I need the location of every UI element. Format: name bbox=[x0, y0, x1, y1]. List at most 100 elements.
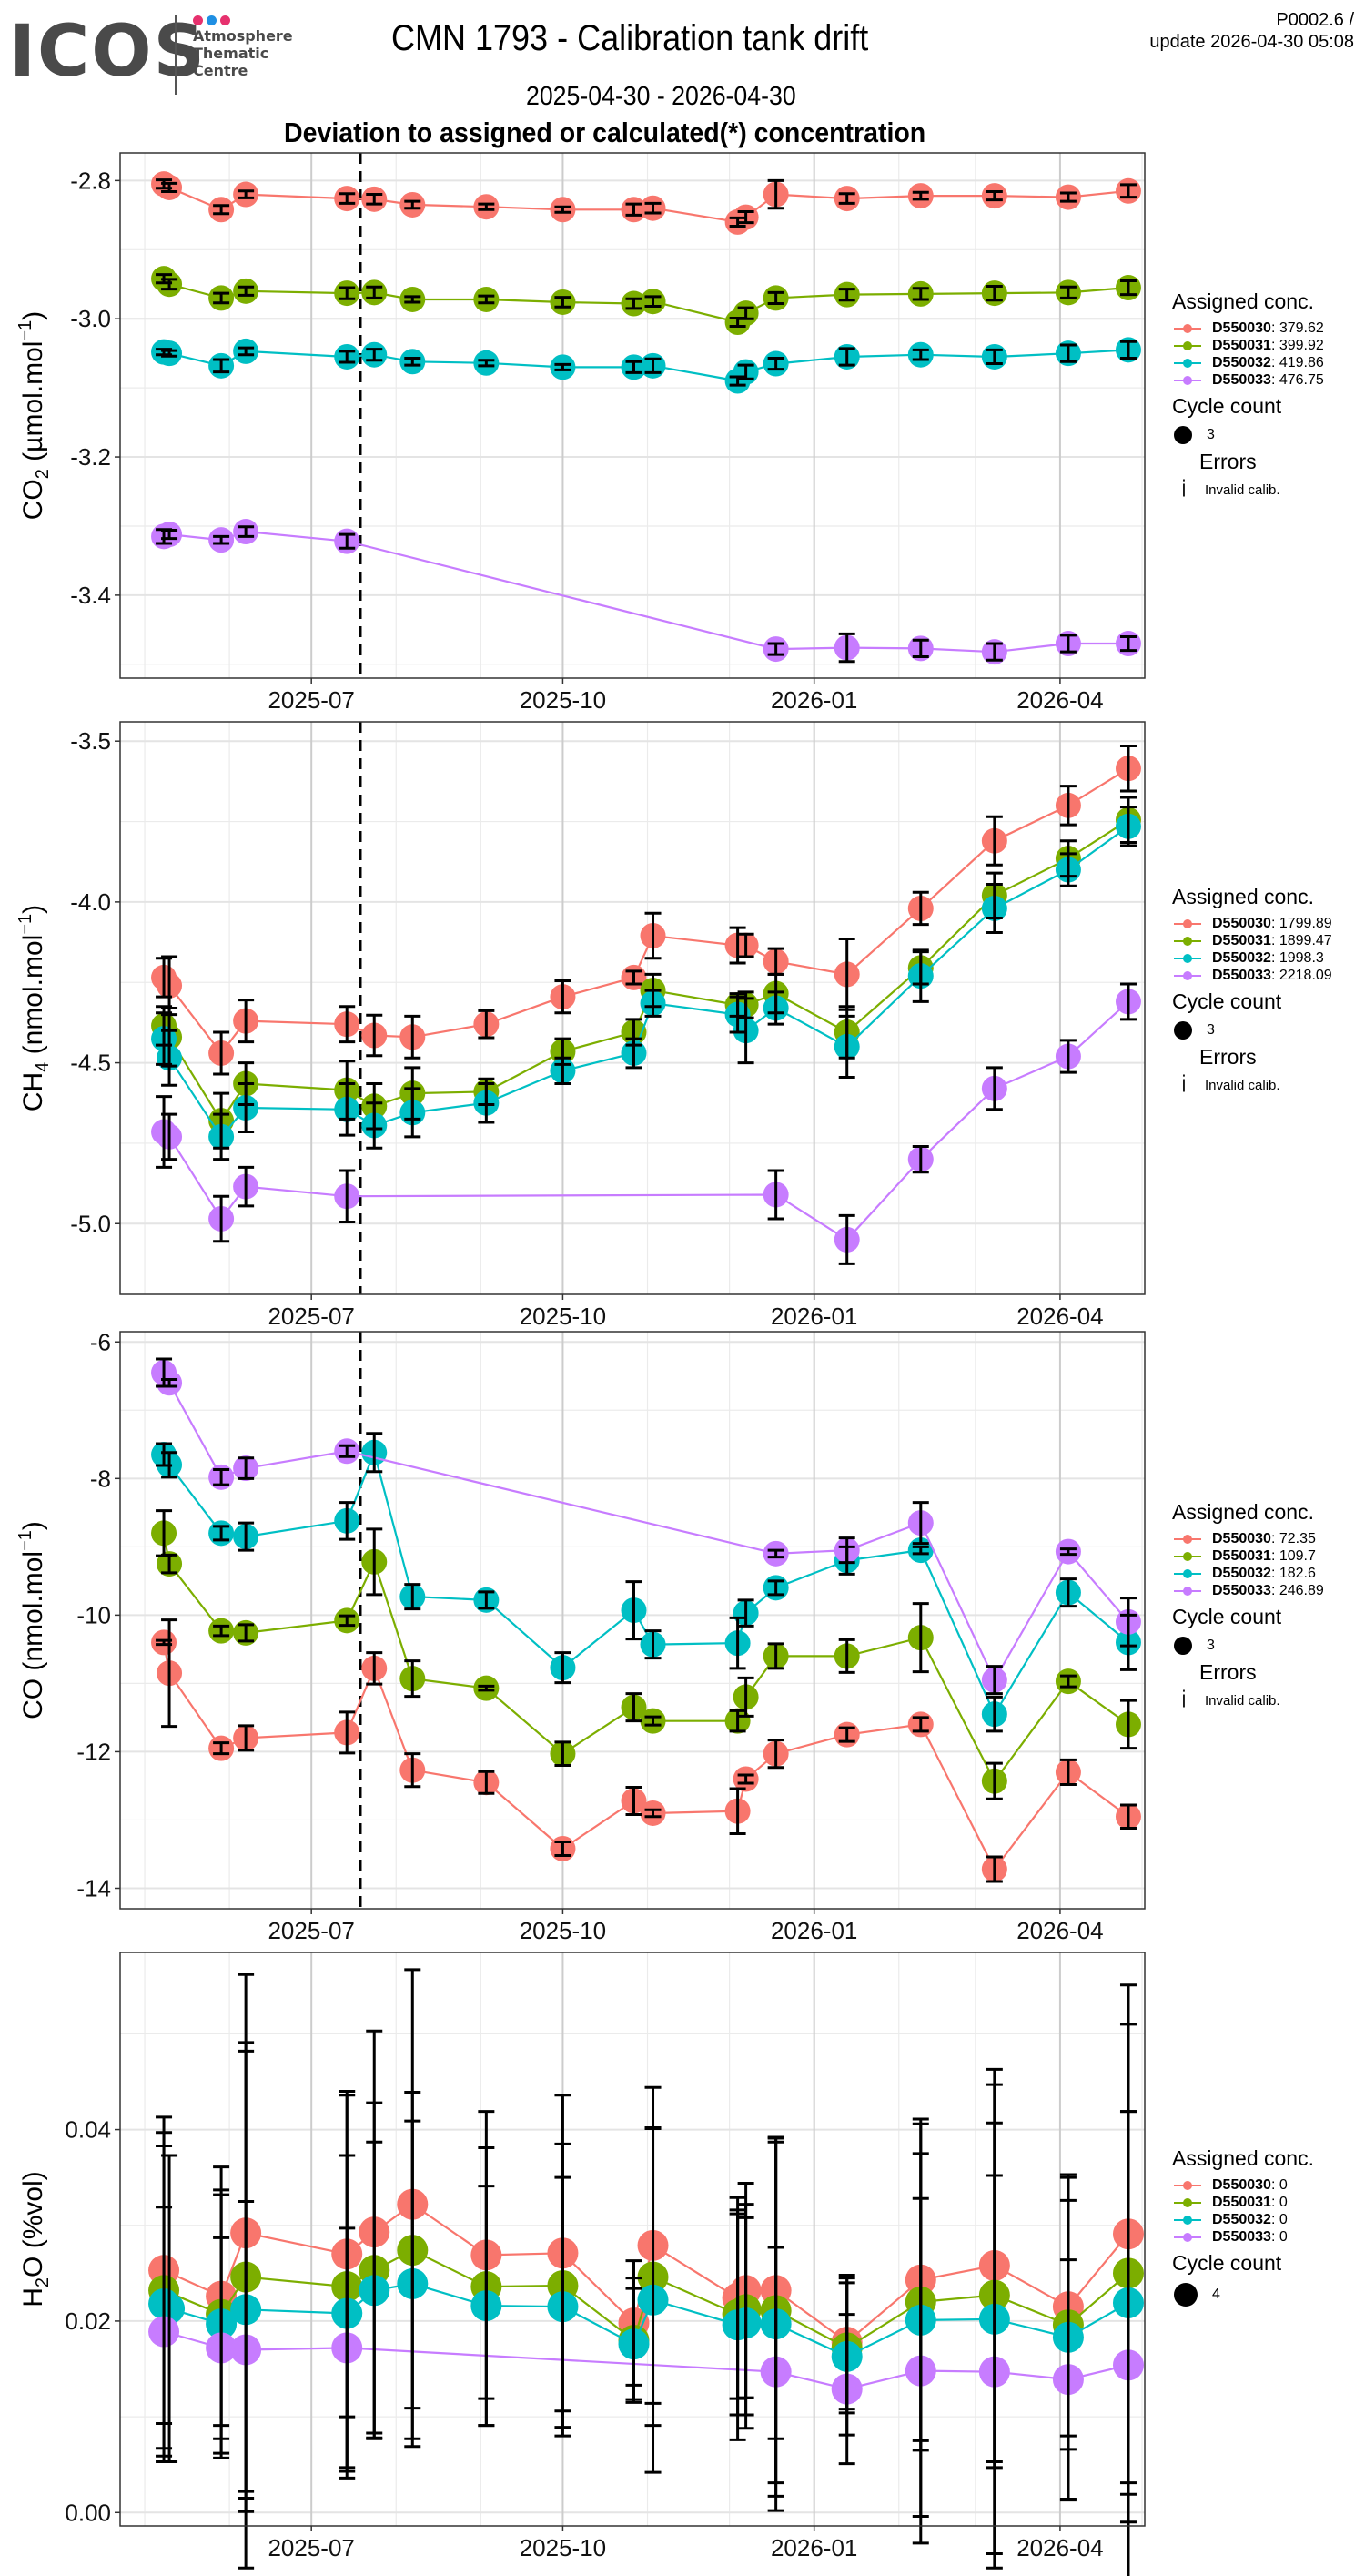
legend-tank-value: : 246.89 bbox=[1270, 1582, 1324, 1598]
legend-tank-value: : 1998.3 bbox=[1270, 949, 1324, 966]
x-tick-label: 2026-01 bbox=[771, 1303, 857, 1330]
error-bar bbox=[767, 1169, 784, 1221]
y-tick-label: -12 bbox=[76, 1738, 111, 1765]
error-bar bbox=[838, 1726, 855, 1743]
logo-divider bbox=[175, 15, 177, 95]
legend-swatch-icon bbox=[1174, 2232, 1201, 2242]
legend-item[interactable]: D550031: 0 bbox=[1172, 2194, 1314, 2211]
error-bar bbox=[366, 348, 383, 362]
error-bar bbox=[404, 1014, 421, 1060]
legend-tank-code: D550031 bbox=[1212, 1547, 1271, 1564]
legend-tank-code: D550033 bbox=[1212, 2228, 1271, 2245]
error-bar bbox=[238, 1623, 255, 1643]
error-bar bbox=[1119, 634, 1137, 653]
error-bar bbox=[366, 285, 383, 299]
error-bar bbox=[737, 2216, 754, 2430]
update-timestamp: update 2026-04-30 05:08 bbox=[1149, 32, 1354, 52]
error-bar bbox=[478, 1082, 495, 1124]
error-bar bbox=[161, 349, 178, 358]
error-bar bbox=[838, 632, 855, 664]
logo-text: ICOS bbox=[9, 11, 207, 93]
y-tick-label: -3.4 bbox=[70, 582, 111, 609]
y-axis-label: H2O (%vol) bbox=[18, 2171, 53, 2307]
legend-item[interactable]: D550033: 476.75 bbox=[1172, 371, 1324, 389]
legend-title: Assigned conc. bbox=[1172, 1500, 1314, 1524]
error-bar bbox=[554, 1740, 571, 1767]
invalid-calib-icon: i bbox=[1181, 1687, 1187, 1714]
logo-subtitle: Atmosphere Thematic Centre bbox=[193, 27, 293, 79]
x-tick-label: 2026-04 bbox=[1016, 2534, 1103, 2561]
x-tick-label: 2026-01 bbox=[771, 686, 857, 714]
error-bar bbox=[339, 1444, 356, 1458]
plot-border bbox=[119, 1952, 1146, 2527]
legend-item[interactable]: D550032: 419.86 bbox=[1172, 354, 1324, 371]
error-bar bbox=[339, 1005, 356, 1044]
error-bar bbox=[366, 1432, 383, 1474]
legend-item[interactable]: D550032: 1998.3 bbox=[1172, 949, 1332, 967]
error-bar bbox=[213, 204, 230, 216]
legend-tank-code: D550031 bbox=[1212, 2194, 1271, 2210]
legend-cycle-item: 4 bbox=[1172, 2283, 1314, 2307]
error-bar bbox=[554, 2175, 571, 2438]
cycle-dot-icon bbox=[1174, 426, 1192, 444]
error-bar bbox=[625, 202, 642, 217]
legend-item[interactable]: D550033: 0 bbox=[1172, 2228, 1314, 2246]
error-bar bbox=[213, 1525, 230, 1542]
plot-border bbox=[119, 152, 1146, 679]
legend-item[interactable]: D550032: 182.6 bbox=[1172, 1565, 1324, 1582]
errorbars-D550030 bbox=[156, 1618, 1137, 1883]
legend-item[interactable]: D550030: 379.62 bbox=[1172, 319, 1324, 337]
y-tick-label: -6 bbox=[90, 1328, 111, 1355]
error-bar bbox=[1059, 191, 1077, 203]
x-tick-label: 2025-10 bbox=[520, 686, 606, 714]
error-bar bbox=[644, 1808, 662, 1819]
legend-cycle-value: 3 bbox=[1207, 1638, 1215, 1653]
error-bar bbox=[986, 348, 1003, 366]
x-tick-label: 2025-10 bbox=[520, 2534, 606, 2561]
error-bar bbox=[729, 375, 746, 387]
y-tick-label: 0.00 bbox=[65, 2499, 111, 2526]
error-bar bbox=[404, 1087, 421, 1139]
error-bar bbox=[366, 1527, 383, 1597]
x-tick-label: 2025-07 bbox=[268, 686, 354, 714]
error-bar bbox=[767, 642, 784, 656]
legend-errors-label: Invalid calib. bbox=[1205, 482, 1280, 498]
error-bar bbox=[737, 306, 754, 320]
error-bar bbox=[1119, 340, 1137, 360]
legend-tank-value: : 379.62 bbox=[1270, 319, 1324, 336]
legend-errors-title: Errors bbox=[1199, 1045, 1257, 1069]
error-bar bbox=[161, 1618, 178, 1729]
error-bar bbox=[156, 2206, 173, 2458]
legend-item[interactable]: D550033: 2218.09 bbox=[1172, 967, 1332, 984]
error-bar bbox=[478, 359, 495, 368]
x-tick-label: 2025-07 bbox=[268, 1917, 354, 1944]
error-bar bbox=[238, 525, 255, 538]
error-bar bbox=[554, 362, 571, 371]
chart-co2: -2.8 -3.0 -3.2 -3.4 2025-07 2025-10 2026-01 202… bbox=[15, 152, 1146, 714]
legend-swatch-icon bbox=[1174, 2197, 1201, 2207]
legend-item[interactable]: D550032: 0 bbox=[1172, 2211, 1314, 2228]
error-bar bbox=[478, 1590, 495, 1610]
errorbars-D550032 bbox=[156, 1432, 1137, 1733]
error-bar bbox=[213, 1112, 230, 1161]
legend-tank-value: : 72.35 bbox=[1270, 1530, 1316, 1547]
legend-item[interactable]: D550030: 0 bbox=[1172, 2176, 1314, 2194]
legend-item[interactable]: D550033: 246.89 bbox=[1172, 1582, 1324, 1599]
error-bar bbox=[1119, 1597, 1137, 1648]
legend-item[interactable]: D550031: 399.92 bbox=[1172, 337, 1324, 354]
error-bar bbox=[912, 948, 929, 1003]
error-bar bbox=[478, 1684, 495, 1692]
error-bar bbox=[339, 532, 356, 550]
legend-item[interactable]: D550030: 72.35 bbox=[1172, 1530, 1324, 1547]
legend-errors-label: Invalid calib. bbox=[1205, 1078, 1280, 1093]
error-bar bbox=[1119, 183, 1137, 199]
error-bar bbox=[238, 1521, 255, 1552]
y-axis-label: CO2 (µmol.mol−1) bbox=[15, 311, 53, 521]
y-tick-label: -8 bbox=[90, 1465, 111, 1492]
y-tick-label: -10 bbox=[76, 1601, 111, 1628]
legend-item[interactable]: D550031: 1899.47 bbox=[1172, 932, 1332, 949]
legend-item[interactable]: D550031: 109.7 bbox=[1172, 1547, 1324, 1565]
error-bar bbox=[767, 1579, 784, 1597]
legend-title: Assigned conc. bbox=[1172, 885, 1314, 908]
legend-item[interactable]: D550030: 1799.89 bbox=[1172, 915, 1332, 932]
